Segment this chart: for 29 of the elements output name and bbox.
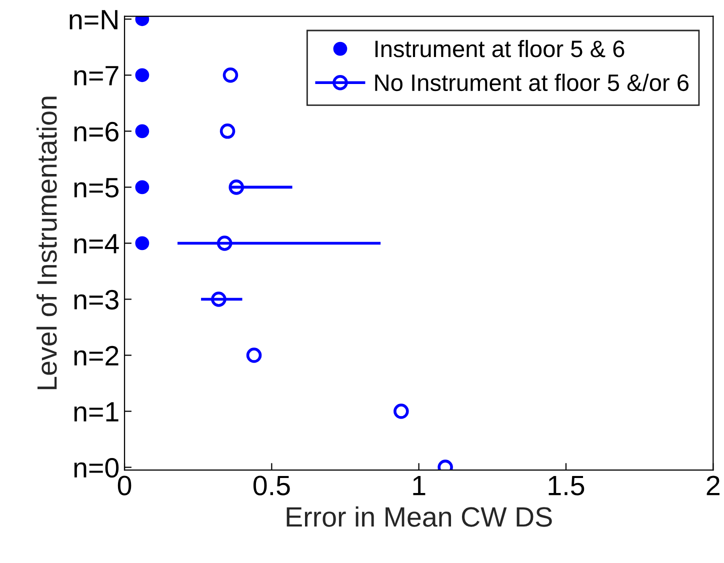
y-tick-label: n=6	[74, 122, 118, 142]
y-tick-label: n=N	[70, 10, 118, 30]
x-tick-label: 1	[413, 476, 426, 496]
legend-label: No Instrument at floor 5 &/or 6	[375, 74, 689, 92]
point	[135, 124, 150, 138]
y-tick-label: n=5	[74, 178, 119, 198]
point	[246, 348, 262, 363]
y-tick-label: n=2	[74, 346, 118, 366]
point	[135, 236, 150, 250]
y-tick-label: n=1	[74, 402, 118, 422]
x-tick-label: 2	[706, 476, 720, 496]
x-tick-label: 1.5	[548, 476, 584, 496]
point	[220, 124, 236, 139]
point	[394, 404, 409, 419]
point	[216, 236, 232, 251]
y-tick-label: n=4	[74, 234, 119, 254]
y-axis-title: Level of Instrumentation	[36, 96, 57, 390]
x-tick-label: 0	[118, 476, 132, 496]
x-tick-label: 0.5	[253, 476, 290, 496]
point	[222, 68, 238, 83]
legend-label: Instrument at floor 5 & 6	[375, 40, 624, 58]
point	[135, 180, 150, 194]
x-axis-title: Error in Mean CW DS	[286, 506, 552, 527]
y-tick-label: n=0	[74, 458, 119, 478]
point	[135, 68, 150, 82]
y-tick-label: n=3	[74, 290, 118, 310]
point	[211, 292, 226, 307]
point	[228, 180, 244, 195]
y-tick-label: n=7	[74, 66, 118, 86]
